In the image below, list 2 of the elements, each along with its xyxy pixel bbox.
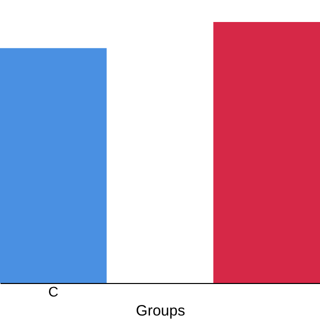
x-axis-title: Groups <box>136 302 186 320</box>
x-tick-label: C <box>48 284 58 300</box>
